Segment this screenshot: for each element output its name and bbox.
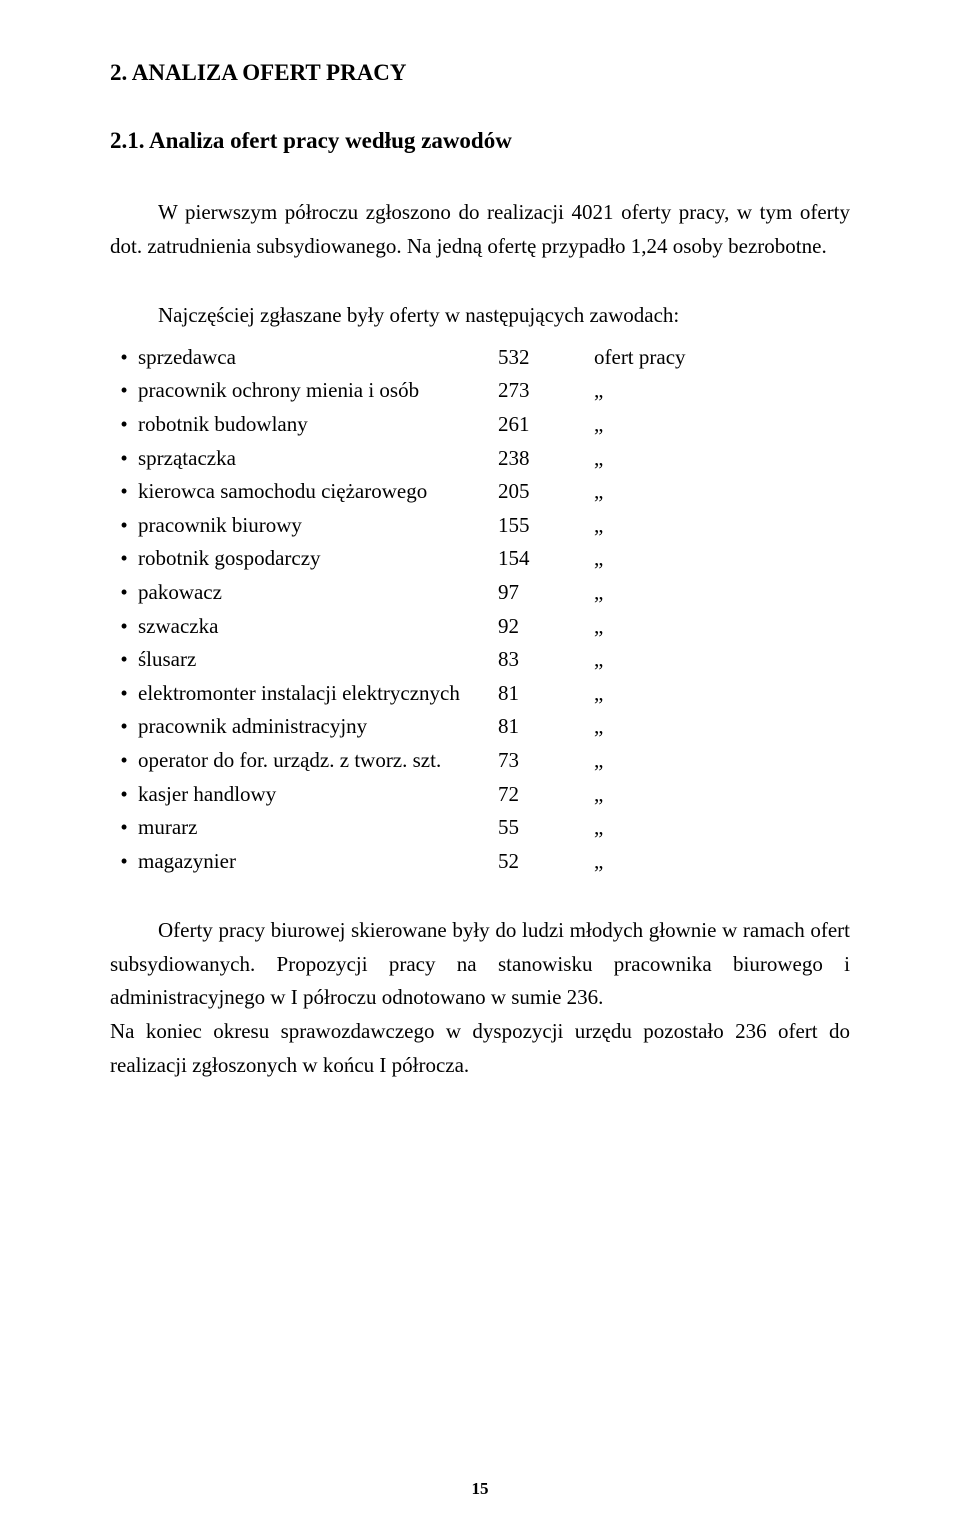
unit-label: „ — [568, 442, 714, 476]
page-number: 15 — [0, 1479, 960, 1499]
occupation-count: 52 — [498, 845, 568, 879]
occupation-label: operator do for. urządz. z tworz. szt. — [138, 744, 498, 778]
unit-label: „ — [568, 677, 714, 711]
list-item: •pracownik administracyjny81„ — [110, 710, 850, 744]
unit-label: „ — [568, 744, 714, 778]
unit-label: „ — [568, 542, 714, 576]
bullet-icon: • — [110, 374, 138, 408]
list-item: •kasjer handlowy72„ — [110, 778, 850, 812]
occupation-label: ślusarz — [138, 643, 498, 677]
bullet-icon: • — [110, 341, 138, 375]
occupation-count: 97 — [498, 576, 568, 610]
occupation-label: pracownik biurowy — [138, 509, 498, 543]
bullet-icon: • — [110, 744, 138, 778]
unit-label: „ — [568, 576, 714, 610]
occupation-count: 83 — [498, 643, 568, 677]
list-item: •murarz55„ — [110, 811, 850, 845]
bullet-icon: • — [110, 811, 138, 845]
occupation-count: 72 — [498, 778, 568, 812]
intro-paragraph: W pierwszym półroczu zgłoszono do realiz… — [110, 196, 850, 263]
list-item: •sprzątaczka238„ — [110, 442, 850, 476]
list-item: •robotnik gospodarczy154„ — [110, 542, 850, 576]
occupation-count: 273 — [498, 374, 568, 408]
occupation-label: kasjer handlowy — [138, 778, 498, 812]
list-item: •pracownik biurowy155„ — [110, 509, 850, 543]
closing-paragraph-2: Na koniec okresu sprawozdawczego w dyspo… — [110, 1015, 850, 1082]
occupation-label: elektromonter instalacji elektrycznych — [138, 677, 498, 711]
list-item: •elektromonter instalacji elektrycznych8… — [110, 677, 850, 711]
occupation-count: 238 — [498, 442, 568, 476]
occupation-label: sprzedawca — [138, 341, 498, 375]
occupation-label: magazynier — [138, 845, 498, 879]
bullet-icon: • — [110, 408, 138, 442]
document-page: 2. ANALIZA OFERT PRACY 2.1. Analiza ofer… — [0, 0, 960, 1529]
occupation-label: pracownik administracyjny — [138, 710, 498, 744]
unit-label: „ — [568, 408, 714, 442]
occupation-list: •sprzedawca532ofert pracy•pracownik ochr… — [110, 341, 850, 879]
bullet-icon: • — [110, 677, 138, 711]
unit-label: ofert pracy — [568, 341, 714, 375]
occupation-label: pakowacz — [138, 576, 498, 610]
bullet-icon: • — [110, 475, 138, 509]
list-item: •pracownik ochrony mienia i osób273„ — [110, 374, 850, 408]
bullet-icon: • — [110, 542, 138, 576]
bullet-icon: • — [110, 845, 138, 879]
list-item: •magazynier52„ — [110, 845, 850, 879]
bullet-icon: • — [110, 576, 138, 610]
occupation-count: 92 — [498, 610, 568, 644]
unit-label: „ — [568, 610, 714, 644]
unit-label: „ — [568, 778, 714, 812]
occupation-count: 73 — [498, 744, 568, 778]
list-item: •sprzedawca532ofert pracy — [110, 341, 850, 375]
occupation-count: 261 — [498, 408, 568, 442]
unit-label: „ — [568, 509, 714, 543]
bullet-icon: • — [110, 778, 138, 812]
occupation-label: robotnik budowlany — [138, 408, 498, 442]
subsection-heading: 2.1. Analiza ofert pracy według zawodów — [110, 128, 850, 154]
unit-label: „ — [568, 374, 714, 408]
section-heading: 2. ANALIZA OFERT PRACY — [110, 60, 850, 86]
occupation-count: 155 — [498, 509, 568, 543]
unit-label: „ — [568, 811, 714, 845]
closing-paragraph-1: Oferty pracy biurowej skierowane były do… — [110, 914, 850, 1015]
occupation-label: robotnik gospodarczy — [138, 542, 498, 576]
occupation-label: sprzątaczka — [138, 442, 498, 476]
bullet-icon: • — [110, 710, 138, 744]
list-item: •operator do for. urządz. z tworz. szt.7… — [110, 744, 850, 778]
list-item: •ślusarz83„ — [110, 643, 850, 677]
occupation-count: 205 — [498, 475, 568, 509]
occupation-label: murarz — [138, 811, 498, 845]
occupation-count: 81 — [498, 677, 568, 711]
occupation-label: pracownik ochrony mienia i osób — [138, 374, 498, 408]
unit-label: „ — [568, 475, 714, 509]
list-intro: Najczęściej zgłaszane były oferty w nast… — [110, 299, 850, 333]
bullet-icon: • — [110, 509, 138, 543]
list-item: •kierowca samochodu ciężarowego205„ — [110, 475, 850, 509]
unit-label: „ — [568, 710, 714, 744]
bullet-icon: • — [110, 442, 138, 476]
occupation-count: 81 — [498, 710, 568, 744]
list-item: •pakowacz97„ — [110, 576, 850, 610]
occupation-count: 55 — [498, 811, 568, 845]
bullet-icon: • — [110, 610, 138, 644]
list-item: •robotnik budowlany261„ — [110, 408, 850, 442]
unit-label: „ — [568, 643, 714, 677]
unit-label: „ — [568, 845, 714, 879]
bullet-icon: • — [110, 643, 138, 677]
list-item: •szwaczka92„ — [110, 610, 850, 644]
occupation-count: 154 — [498, 542, 568, 576]
occupation-count: 532 — [498, 341, 568, 375]
occupation-label: kierowca samochodu ciężarowego — [138, 475, 498, 509]
occupation-label: szwaczka — [138, 610, 498, 644]
